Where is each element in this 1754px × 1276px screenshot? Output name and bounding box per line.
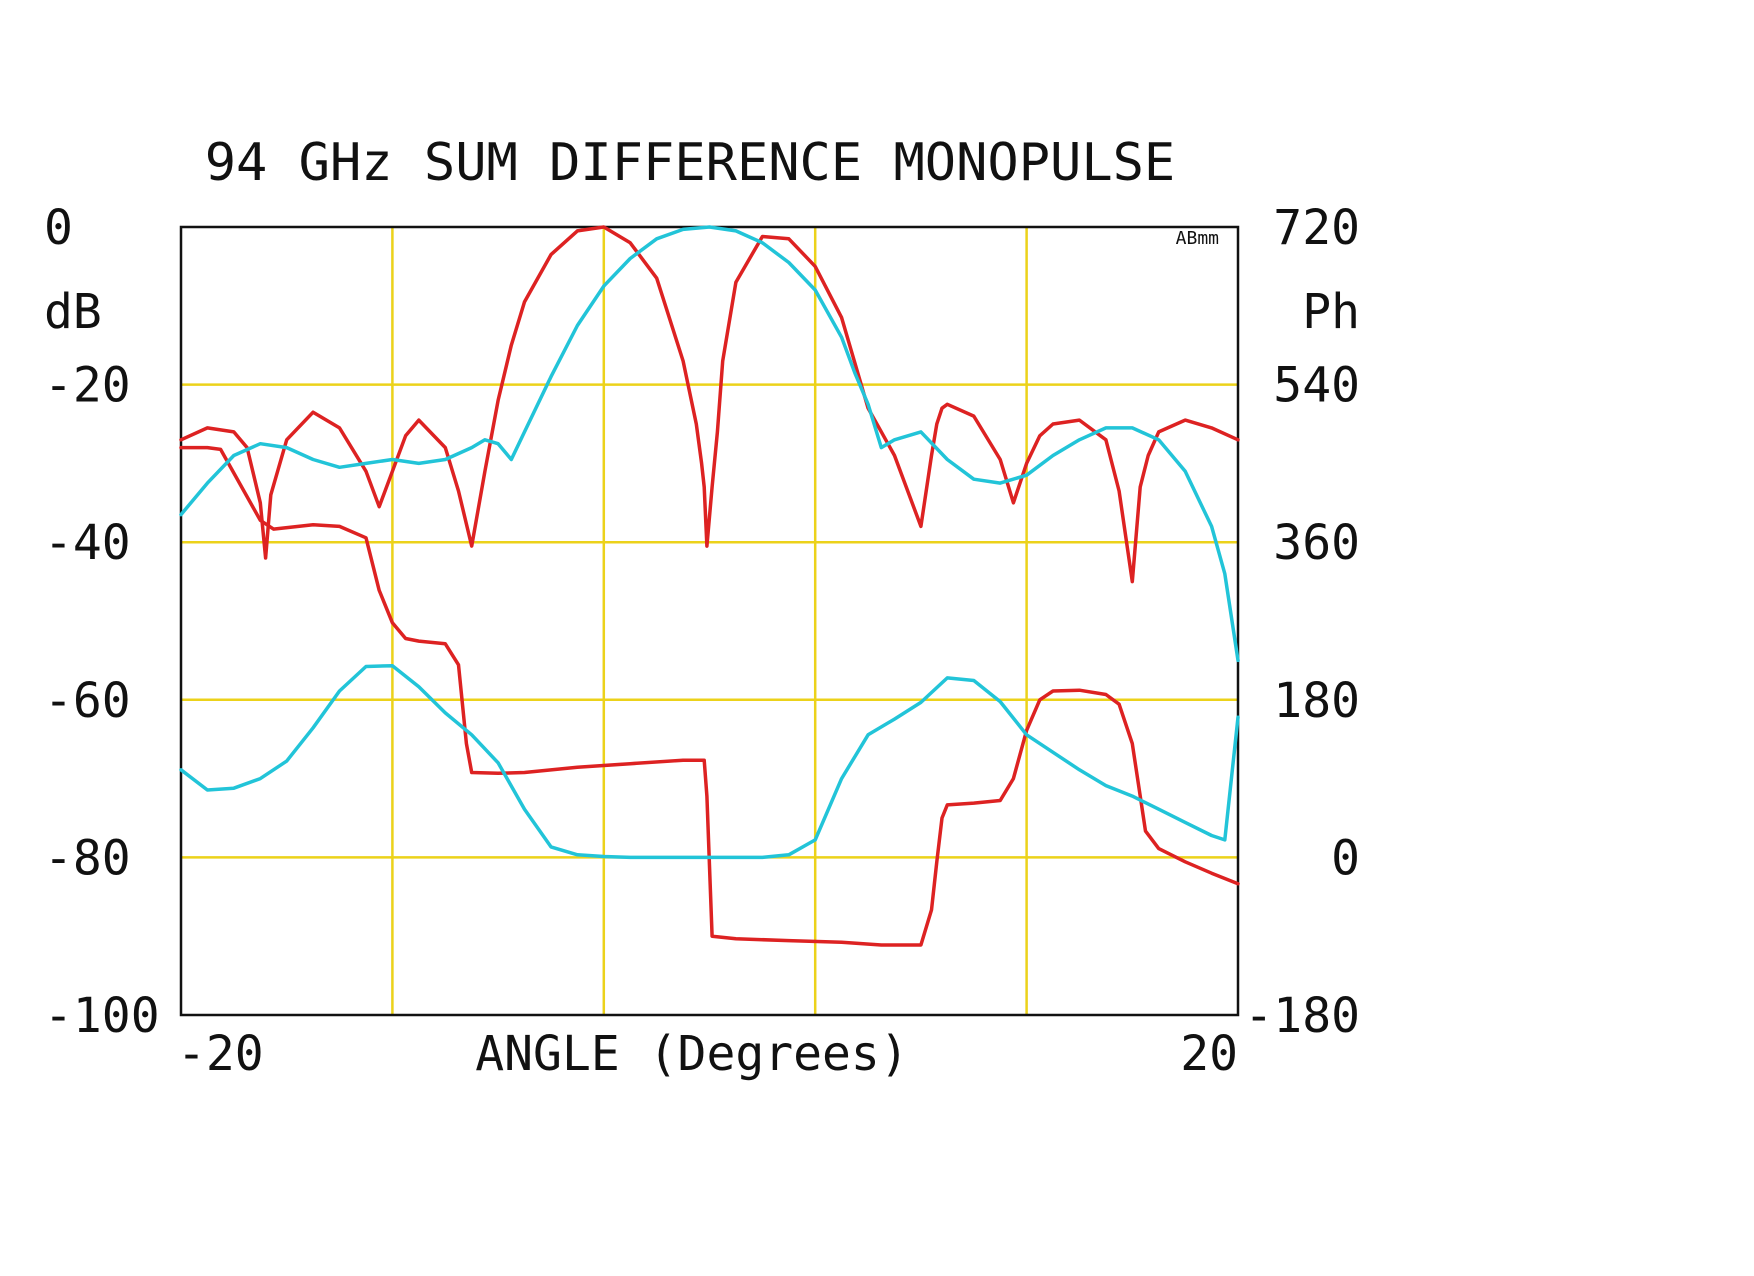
right-tick-label: 360: [1273, 515, 1360, 571]
series-line-3: [179, 225, 1240, 663]
right-tick-label: 180: [1273, 673, 1360, 729]
left-tick-label: -60: [44, 673, 131, 729]
left-tick-label: -20: [44, 358, 131, 414]
x-tick-label: -20: [177, 1026, 264, 1082]
left-axis-unit: dB: [44, 284, 102, 340]
series-line-1: [179, 225, 1240, 584]
left-tick-label: 0: [44, 200, 73, 256]
grid-lines: [181, 227, 1238, 1015]
series-line-2: [179, 445, 1240, 947]
right-tick-label: 0: [1331, 830, 1360, 886]
right-axis-ticks: 720 540 360 180 0 -180: [1244, 200, 1360, 1044]
left-tick-label: -100: [44, 988, 160, 1044]
right-axis-unit: Ph: [1302, 284, 1360, 340]
x-tick-label: 20: [1180, 1026, 1238, 1082]
corner-tag: ABmm: [1176, 228, 1219, 249]
left-tick-label: -40: [44, 515, 131, 571]
chart-title: 94 GHz SUM DIFFERENCE MONOPULSE: [205, 133, 1176, 193]
right-tick-label: 720: [1273, 200, 1360, 256]
series-layer: [179, 225, 1240, 947]
series-line-4: [179, 663, 1240, 860]
left-axis-ticks: 0 -20 -40 -60 -80 -100: [44, 200, 160, 1044]
x-axis-ticks: -20 20: [177, 1026, 1238, 1082]
right-tick-label: -180: [1244, 988, 1360, 1044]
right-tick-label: 540: [1273, 358, 1360, 414]
left-tick-label: -80: [44, 830, 131, 886]
x-axis-label: ANGLE (Degrees): [475, 1026, 908, 1082]
